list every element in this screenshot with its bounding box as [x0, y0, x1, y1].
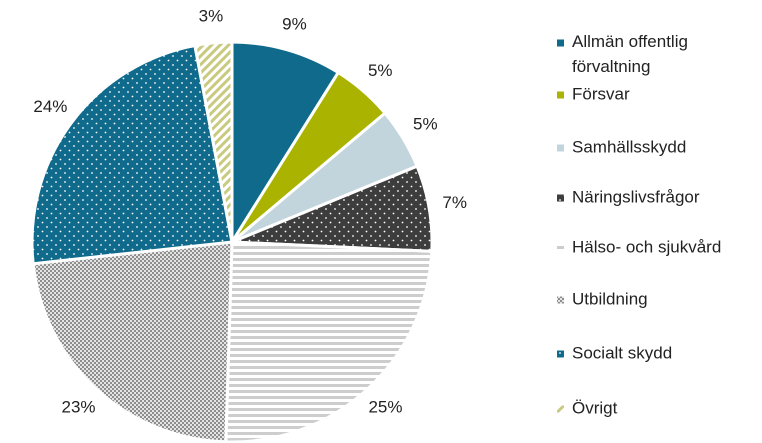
- legend-item: Näringslivsfrågor: [557, 187, 700, 206]
- legend-marker: [557, 144, 564, 152]
- legend-marker: [557, 350, 564, 358]
- legend-marker: [557, 194, 564, 202]
- pie-slice: [30, 43, 234, 266]
- legend-label: Näringslivsfrågor: [572, 187, 700, 206]
- data-label: 7%: [442, 193, 467, 212]
- legend-item: Utbildning: [557, 289, 648, 308]
- legend-label: Samhällsskydd: [572, 137, 686, 156]
- legend-marker: [557, 296, 564, 304]
- data-label: 5%: [368, 61, 393, 80]
- data-label: 3%: [199, 6, 224, 25]
- legend-label: Utbildning: [572, 289, 648, 308]
- data-label: 5%: [413, 114, 438, 133]
- legend-label: Övrigt: [572, 398, 618, 417]
- legend-label: Försvar: [572, 84, 630, 103]
- pie-slice: [193, 40, 234, 243]
- legend-item: Samhällsskydd: [557, 137, 686, 156]
- legend-marker: [557, 39, 564, 47]
- legend-label: Hälso- och sjukvård: [572, 237, 721, 256]
- legend-marker: [557, 405, 564, 413]
- pie-slice: [224, 240, 434, 443]
- legend-label: Allmän offentlig förvaltning: [572, 32, 688, 76]
- data-label: 9%: [282, 14, 307, 33]
- data-label: 25%: [368, 397, 402, 416]
- legend-marker: [557, 244, 564, 252]
- pie-slice: [230, 40, 341, 248]
- legend-item: Socialt skydd: [557, 343, 672, 362]
- legend-item: Försvar: [557, 84, 630, 103]
- legend-label: Socialt skydd: [572, 343, 672, 362]
- legend-item: Övrigt: [557, 398, 618, 417]
- legend-marker: [557, 91, 564, 99]
- data-label: 23%: [62, 397, 96, 416]
- data-label: 24%: [33, 97, 67, 116]
- legend-item: Hälso- och sjukvård: [557, 237, 721, 256]
- pie-slice: [31, 240, 234, 443]
- legend-item: Allmän offentlig förvaltning: [557, 32, 688, 76]
